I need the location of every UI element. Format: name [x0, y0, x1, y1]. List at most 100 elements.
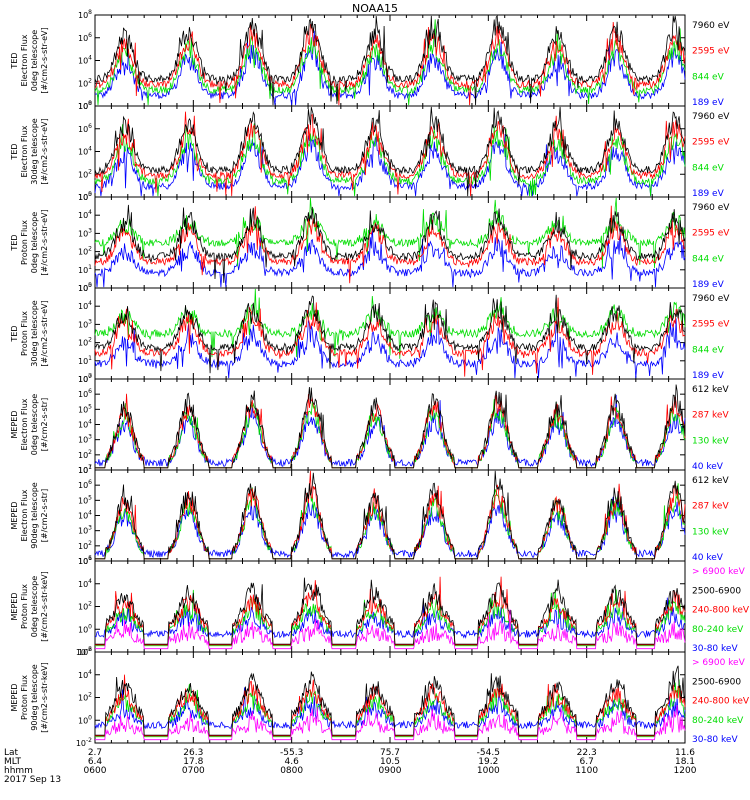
ytick-label-ted-e-0: 104	[78, 55, 92, 66]
xtick-mlt: 6.7	[580, 757, 594, 767]
series-meped-p-90-2500-6900	[95, 665, 686, 736]
series-ted-p-0-189-ev	[94, 225, 686, 288]
legend-meped-e-90: 40 keV	[692, 553, 724, 563]
ylabel-meped-p-0: Proton Flux	[20, 584, 29, 629]
series-meped-e-90-612-kev	[95, 470, 686, 560]
ylabel-meped-p-90: 90deg telescope	[30, 664, 39, 731]
legend-ted-p-0: 7960 eV	[692, 203, 730, 213]
xtick-hhmm: 0900	[379, 766, 402, 776]
ylabel-ted-p-30: Proton Flux	[20, 311, 29, 356]
xaxis-row-label: Lat	[4, 748, 19, 758]
ytick-label-ted-p-0: 102	[78, 246, 92, 257]
xtick-mlt: 19.2	[478, 757, 498, 767]
xaxis-row-label: hhmm	[4, 766, 33, 776]
legend-meped-e-90: 130 keV	[692, 527, 729, 537]
series-ted-e-30-189-ev	[94, 133, 686, 197]
ytick-label-meped-e-0: 105	[78, 403, 92, 414]
ytick-label-meped-e-90: 106	[78, 479, 92, 490]
legend-ted-e-30: 7960 eV	[692, 112, 730, 122]
ytick-label-ted-p-30: 104	[78, 300, 92, 311]
xtick-lat: -54.5	[477, 748, 500, 758]
series-ted-e-0-844-ev	[94, 19, 686, 106]
ytick-label-meped-e-90: 101	[78, 555, 92, 566]
ylabel-ted-p-0: TED	[10, 234, 19, 251]
ytick-label-meped-p-0: 104	[78, 578, 92, 589]
legend-ted-p-30: 7960 eV	[692, 294, 730, 304]
ylabel-ted-e-0: 0deg telescope	[30, 30, 39, 91]
ylabel-ted-p-0: Proton Flux	[20, 220, 29, 265]
series-ted-e-30-7960-ev	[94, 106, 686, 197]
xtick-mlt: 17.8	[183, 757, 203, 767]
ytick-label-ted-p-0: 104	[78, 209, 92, 220]
ytick-label-ted-e-30: 100	[78, 191, 92, 202]
ytick-label-ted-e-30: 102	[78, 168, 92, 179]
xtick-mlt: 4.6	[285, 757, 300, 767]
xtick-lat: -55.3	[280, 748, 303, 758]
series-ted-e-0-7960-ev	[94, 14, 686, 106]
series-meped-p-0-240-800-kev	[95, 576, 686, 646]
legend-ted-p-0: 2595 eV	[692, 229, 730, 239]
series-meped-p-0-2500-6900	[95, 577, 686, 645]
legend-meped-p-0: 30-80 keV	[692, 644, 738, 654]
ytick-label-meped-e-0: 107	[78, 373, 92, 384]
ylabel-ted-p-30: [#/cm2-s-str-eV]	[40, 300, 49, 366]
ytick-label-ted-p-0: 100	[78, 282, 92, 293]
ytick-label-meped-p-0: 10-2	[76, 646, 92, 657]
series-ted-e-0-2595-ev	[94, 21, 686, 106]
legend-ted-p-0: 189 eV	[692, 280, 725, 290]
legend-meped-e-0: 40 keV	[692, 462, 724, 472]
ytick-label-ted-p-30: 100	[78, 373, 92, 384]
legend-meped-e-90: 287 keV	[692, 502, 729, 512]
ytick-label-meped-p-0: 106	[78, 555, 92, 566]
series-ted-p-0-2595-ev	[94, 205, 686, 284]
ytick-label-ted-p-30: 102	[78, 337, 92, 348]
legend-meped-p-0: 80-240 keV	[692, 625, 744, 635]
legend-ted-e-0: 844 eV	[692, 72, 725, 82]
legend-meped-e-0: 287 keV	[692, 411, 729, 421]
legend-ted-e-0: 2595 eV	[692, 47, 730, 57]
ylabel-ted-e-0: TED	[10, 52, 19, 69]
ytick-label-meped-e-0: 104	[78, 419, 92, 430]
ytick-label-meped-p-90: 102	[78, 692, 92, 703]
ylabel-meped-p-0: [#/cm2-s-str-keV]	[40, 571, 49, 642]
ylabel-ted-e-0: [#/cm2-s-str-eV]	[40, 27, 49, 93]
xtick-lat: 22.3	[577, 748, 597, 758]
ylabel-meped-e-0: Electron Flux	[20, 398, 29, 450]
ytick-label-meped-e-0: 103	[78, 434, 92, 445]
ylabel-meped-p-0: MEPED	[10, 593, 19, 621]
ylabel-ted-e-0: Electron Flux	[20, 34, 29, 86]
ytick-label-ted-e-0: 100	[78, 100, 92, 111]
xtick-hhmm: 1100	[575, 766, 598, 776]
ytick-label-ted-e-0: 106	[78, 32, 92, 43]
series-meped-e-90-40-kev	[94, 495, 686, 559]
ytick-label-meped-e-90: 107	[78, 464, 92, 475]
legend-meped-p-90: 30-80 keV	[692, 735, 738, 745]
ylabel-meped-p-90: Proton Flux	[20, 675, 29, 720]
ytick-label-meped-e-90: 105	[78, 494, 92, 505]
xtick-lat: 75.7	[380, 748, 400, 758]
xtick-hhmm: 0800	[280, 766, 303, 776]
ylabel-ted-p-0: [#/cm2-s-str-eV]	[40, 209, 49, 275]
ytick-label-ted-p-30: 103	[78, 318, 92, 329]
ytick-label-meped-e-0: 101	[78, 464, 92, 475]
ytick-label-ted-e-0: 108	[78, 9, 92, 20]
ytick-label-meped-e-90: 104	[78, 510, 92, 521]
series-meped-p-90-30-80-kev	[94, 687, 686, 730]
ylabel-ted-p-30: 30deg telescope	[30, 300, 39, 367]
xtick-lat: 11.6	[675, 748, 695, 758]
legend-ted-e-30: 189 eV	[692, 189, 725, 199]
legend-meped-p-90: 240-800 keV	[692, 697, 750, 707]
xtick-mlt: 10.5	[380, 757, 400, 767]
ytick-label-meped-e-90: 102	[78, 540, 92, 551]
series-meped-p-0-80-240-kev	[95, 589, 686, 647]
series-ted-e-30-844-ev	[94, 123, 686, 197]
ytick-label-meped-p-0: 100	[78, 623, 92, 634]
ylabel-ted-e-30: [#/cm2-s-str-eV]	[40, 118, 49, 184]
chart-title: NOAA15	[351, 2, 399, 15]
panel-frame-ted-e-0	[94, 14, 686, 107]
ytick-label-meped-e-0: 102	[78, 449, 92, 460]
series-ted-p-0-7960-ev	[94, 204, 686, 283]
legend-meped-p-0: 240-800 keV	[692, 606, 750, 616]
xtick-hhmm: 0700	[182, 766, 205, 776]
ylabel-meped-p-0: 0deg telescope	[30, 576, 39, 637]
